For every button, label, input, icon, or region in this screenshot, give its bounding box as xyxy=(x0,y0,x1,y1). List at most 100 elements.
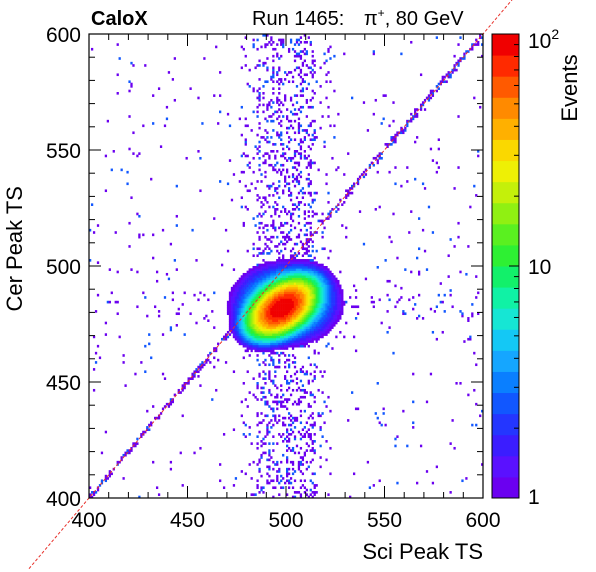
heatmap-cell xyxy=(268,344,271,348)
heatmap-cell xyxy=(309,147,312,151)
heatmap-cell xyxy=(291,361,295,364)
heatmap-cell xyxy=(276,470,279,473)
heatmap-cell xyxy=(213,356,216,360)
heatmap-cell xyxy=(228,293,232,297)
heatmap-cell xyxy=(299,54,303,58)
heatmap-cell xyxy=(270,270,273,274)
heatmap-cell xyxy=(282,393,285,397)
heatmap-cell xyxy=(293,303,297,306)
heatmap-cell xyxy=(244,300,247,304)
heatmap-cell xyxy=(287,194,291,197)
heatmap-cell xyxy=(327,217,330,220)
heatmap-cell xyxy=(242,330,245,334)
heatmap-cell xyxy=(244,277,247,281)
heatmap-cell xyxy=(284,71,287,74)
heatmap-cell xyxy=(169,398,173,401)
heatmap-cell xyxy=(260,453,263,457)
heatmap-cell xyxy=(240,170,243,174)
heatmap-cell xyxy=(345,196,348,200)
heatmap-cell xyxy=(254,270,257,274)
heatmap-cell xyxy=(280,231,283,234)
heatmap-cell xyxy=(272,293,275,297)
heatmap-cell xyxy=(266,342,269,346)
heatmap-cell xyxy=(378,298,381,302)
heatmap-cell xyxy=(311,324,314,327)
heatmap-cell xyxy=(238,330,241,334)
heatmap-cell xyxy=(313,328,316,332)
heatmap-cell xyxy=(274,208,277,211)
heatmap-cell xyxy=(297,491,301,494)
heatmap-cell xyxy=(256,305,259,309)
heatmap-cell xyxy=(305,129,308,132)
heatmap-cell xyxy=(258,298,261,302)
heatmap-cell xyxy=(402,312,405,316)
heatmap-cell xyxy=(246,296,249,299)
heatmap-cell xyxy=(264,284,267,288)
heatmap-cell xyxy=(274,319,277,322)
heatmap-cell xyxy=(301,340,305,343)
heatmap-cell xyxy=(297,314,301,318)
heatmap-cell xyxy=(236,291,240,295)
heatmap-cell xyxy=(274,333,277,336)
heatmap-cell xyxy=(260,317,263,320)
heatmap-cell xyxy=(152,460,155,464)
heatmap-cell xyxy=(242,305,245,309)
heatmap-cell xyxy=(217,358,220,362)
heatmap-cell xyxy=(301,321,305,325)
heatmap-cell xyxy=(276,314,279,318)
heatmap-cell xyxy=(280,40,283,44)
heatmap-cell xyxy=(303,224,306,227)
heatmap-cell xyxy=(183,333,186,336)
heatmap-cell xyxy=(268,333,271,336)
heatmap-cell xyxy=(423,249,427,253)
heatmap-cell xyxy=(323,305,326,309)
heatmap-cell xyxy=(305,321,308,325)
heatmap-cell xyxy=(400,131,403,135)
heatmap-cell xyxy=(289,321,293,325)
heatmap-cell xyxy=(321,321,324,325)
heatmap-cell xyxy=(258,64,261,67)
heatmap-cell xyxy=(276,43,279,46)
heatmap-cell xyxy=(289,319,293,322)
heatmap-cell xyxy=(264,170,267,174)
heatmap-cell xyxy=(173,393,176,397)
heatmap-cell xyxy=(181,384,184,387)
heatmap-cell xyxy=(266,298,269,302)
heatmap-cell xyxy=(272,303,275,306)
heatmap-cell xyxy=(250,342,253,346)
heatmap-cell xyxy=(280,326,283,329)
heatmap-cell xyxy=(309,300,312,304)
heatmap-cell xyxy=(293,305,297,309)
heatmap-cell xyxy=(325,286,328,290)
heatmap-cell xyxy=(274,289,277,292)
heatmap-cell xyxy=(416,317,419,320)
heatmap-cell xyxy=(94,351,98,355)
heatmap-cell xyxy=(291,303,295,306)
heatmap-cell xyxy=(169,328,173,332)
heatmap-cell xyxy=(199,363,202,367)
heatmap-cell xyxy=(287,333,291,336)
heatmap-cell xyxy=(299,291,303,295)
heatmap-cell xyxy=(297,163,301,167)
heatmap-cell xyxy=(289,428,293,432)
heatmap-cell xyxy=(317,324,320,327)
heatmap-cell xyxy=(362,242,366,246)
heatmap-cell xyxy=(262,296,265,299)
heatmap-cell xyxy=(199,156,202,160)
heatmap-cell xyxy=(351,191,354,195)
heatmap-cell xyxy=(244,279,247,283)
heatmap-cell xyxy=(252,275,255,278)
heatmap-cell xyxy=(260,456,263,459)
heatmap-cell xyxy=(309,261,312,264)
heatmap-cell xyxy=(289,433,293,436)
heatmap-cell xyxy=(325,312,328,316)
heatmap-cell xyxy=(477,312,480,316)
heatmap-cell xyxy=(272,235,275,239)
heatmap-cell xyxy=(471,47,474,51)
heatmap-cell xyxy=(278,270,281,274)
heatmap-cell xyxy=(354,317,358,320)
heatmap-cell xyxy=(319,414,322,418)
heatmap-cell xyxy=(453,245,456,248)
heatmap-cell xyxy=(319,266,322,269)
heatmap-cell xyxy=(319,300,322,304)
